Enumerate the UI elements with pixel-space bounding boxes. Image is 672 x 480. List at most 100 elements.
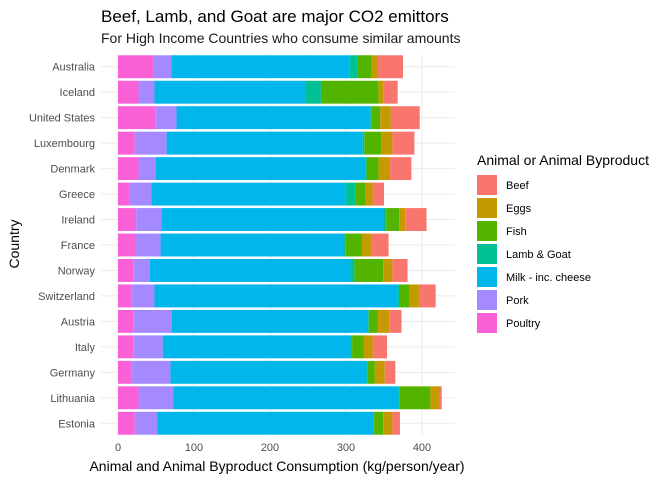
bar-segment bbox=[371, 233, 389, 257]
bar-segment bbox=[357, 55, 372, 79]
bar-segment bbox=[151, 182, 346, 206]
bar-segment bbox=[365, 157, 367, 181]
bar-segment bbox=[398, 386, 400, 410]
bar-segment bbox=[138, 386, 174, 410]
bar-segment bbox=[171, 309, 369, 333]
y-tick-labels: Australia Iceland United States Luxembourg D… bbox=[29, 62, 96, 431]
bar-segment bbox=[363, 335, 373, 359]
bar-segment bbox=[131, 284, 155, 308]
y-tick-label: Austria bbox=[61, 316, 96, 328]
bar-segment bbox=[365, 182, 373, 206]
bar-segment bbox=[118, 55, 153, 79]
bar-segment bbox=[171, 55, 350, 79]
bar-segment bbox=[384, 208, 387, 231]
legend-swatch bbox=[477, 267, 497, 287]
bar-segment bbox=[118, 309, 134, 333]
bar-segment bbox=[371, 55, 378, 79]
bar-segment bbox=[133, 335, 163, 359]
bar-segment bbox=[118, 80, 139, 104]
legend-label: Fish bbox=[506, 226, 527, 238]
legend-swatch bbox=[477, 290, 497, 310]
chart-title: Beef, Lamb, and Goat are major CO2 emitt… bbox=[101, 7, 449, 26]
bar-segment bbox=[138, 80, 155, 104]
legend-swatch bbox=[477, 175, 497, 195]
bar-segment bbox=[350, 335, 353, 359]
legend-swatch bbox=[477, 313, 497, 333]
bar-segment bbox=[152, 55, 172, 79]
x-tick-label: 100 bbox=[185, 442, 203, 454]
bar-segment bbox=[392, 131, 415, 155]
bar-segment bbox=[154, 284, 398, 308]
bar-segment bbox=[156, 157, 366, 181]
bar-segment bbox=[383, 259, 393, 282]
bar-segment bbox=[118, 386, 139, 410]
bar-segment bbox=[372, 335, 388, 359]
bar-segment bbox=[166, 131, 363, 155]
legend-swatch bbox=[477, 221, 497, 241]
bar-segment bbox=[170, 360, 367, 384]
bar-segment bbox=[389, 309, 402, 333]
y-tick-label: Lithuania bbox=[50, 393, 96, 405]
bar-segment bbox=[118, 284, 132, 308]
legend-label: Lamb & Goat bbox=[506, 249, 571, 261]
bar-segment bbox=[136, 208, 162, 231]
y-tick-label: United States bbox=[29, 113, 96, 125]
bar-segment bbox=[320, 80, 379, 104]
bar-segment bbox=[409, 284, 419, 308]
bar-segment bbox=[380, 131, 393, 155]
bar-segment bbox=[118, 233, 136, 257]
bar-segment bbox=[399, 284, 410, 308]
y-tick-label: Luxembourg bbox=[34, 138, 95, 150]
bar-segment bbox=[361, 233, 372, 257]
y-tick-label: Greece bbox=[59, 189, 95, 201]
bar-segment bbox=[399, 208, 406, 231]
legend-label: Pork bbox=[506, 295, 529, 307]
y-tick-label: France bbox=[61, 240, 95, 252]
bar-segment bbox=[118, 182, 130, 206]
bar-segment bbox=[345, 233, 362, 257]
bar-segment bbox=[405, 208, 427, 231]
y-tick-label: Iceland bbox=[60, 87, 95, 99]
bar-segment bbox=[118, 106, 156, 130]
y-axis-title: Country bbox=[6, 219, 22, 268]
bar-segment bbox=[392, 259, 408, 282]
bar-segment bbox=[118, 131, 135, 155]
y-tick-label: Norway bbox=[58, 265, 96, 277]
y-tick-label: Germany bbox=[50, 367, 96, 379]
bar-segment bbox=[154, 80, 305, 104]
legend-swatch bbox=[477, 198, 497, 218]
bar-segment bbox=[390, 157, 412, 181]
bar-segment bbox=[118, 259, 134, 282]
bar-segment bbox=[367, 360, 375, 384]
bar-segment bbox=[352, 335, 364, 359]
bar-segment bbox=[383, 411, 393, 435]
bar-segment bbox=[355, 182, 365, 206]
bar-segment bbox=[176, 106, 371, 130]
bar-segment bbox=[374, 411, 384, 435]
bars bbox=[118, 55, 442, 435]
bar-segment bbox=[354, 259, 384, 282]
bar-segment bbox=[157, 411, 374, 435]
bar-segment bbox=[160, 233, 343, 257]
bar-segment bbox=[345, 182, 356, 206]
bar-segment bbox=[134, 131, 167, 155]
bar-segment bbox=[304, 80, 321, 104]
bar-segment bbox=[439, 386, 442, 410]
bar-segment bbox=[384, 360, 396, 384]
legend-label: Poultry bbox=[506, 318, 541, 330]
bar-segment bbox=[118, 411, 135, 435]
bar-segment bbox=[173, 386, 399, 410]
bar-segment bbox=[149, 259, 351, 282]
x-tick-label: 300 bbox=[337, 442, 355, 454]
legend-swatch bbox=[477, 244, 497, 264]
x-tick-label: 0 bbox=[115, 442, 121, 454]
bar-segment bbox=[118, 157, 139, 181]
bar-segment bbox=[374, 360, 385, 384]
bar-segment bbox=[386, 208, 400, 231]
bar-segment bbox=[370, 106, 372, 130]
bar-segment bbox=[134, 411, 158, 435]
bar-segment bbox=[349, 55, 358, 79]
bar-segment bbox=[373, 411, 375, 435]
bar-segment bbox=[430, 386, 440, 410]
bar-segment bbox=[364, 131, 381, 155]
